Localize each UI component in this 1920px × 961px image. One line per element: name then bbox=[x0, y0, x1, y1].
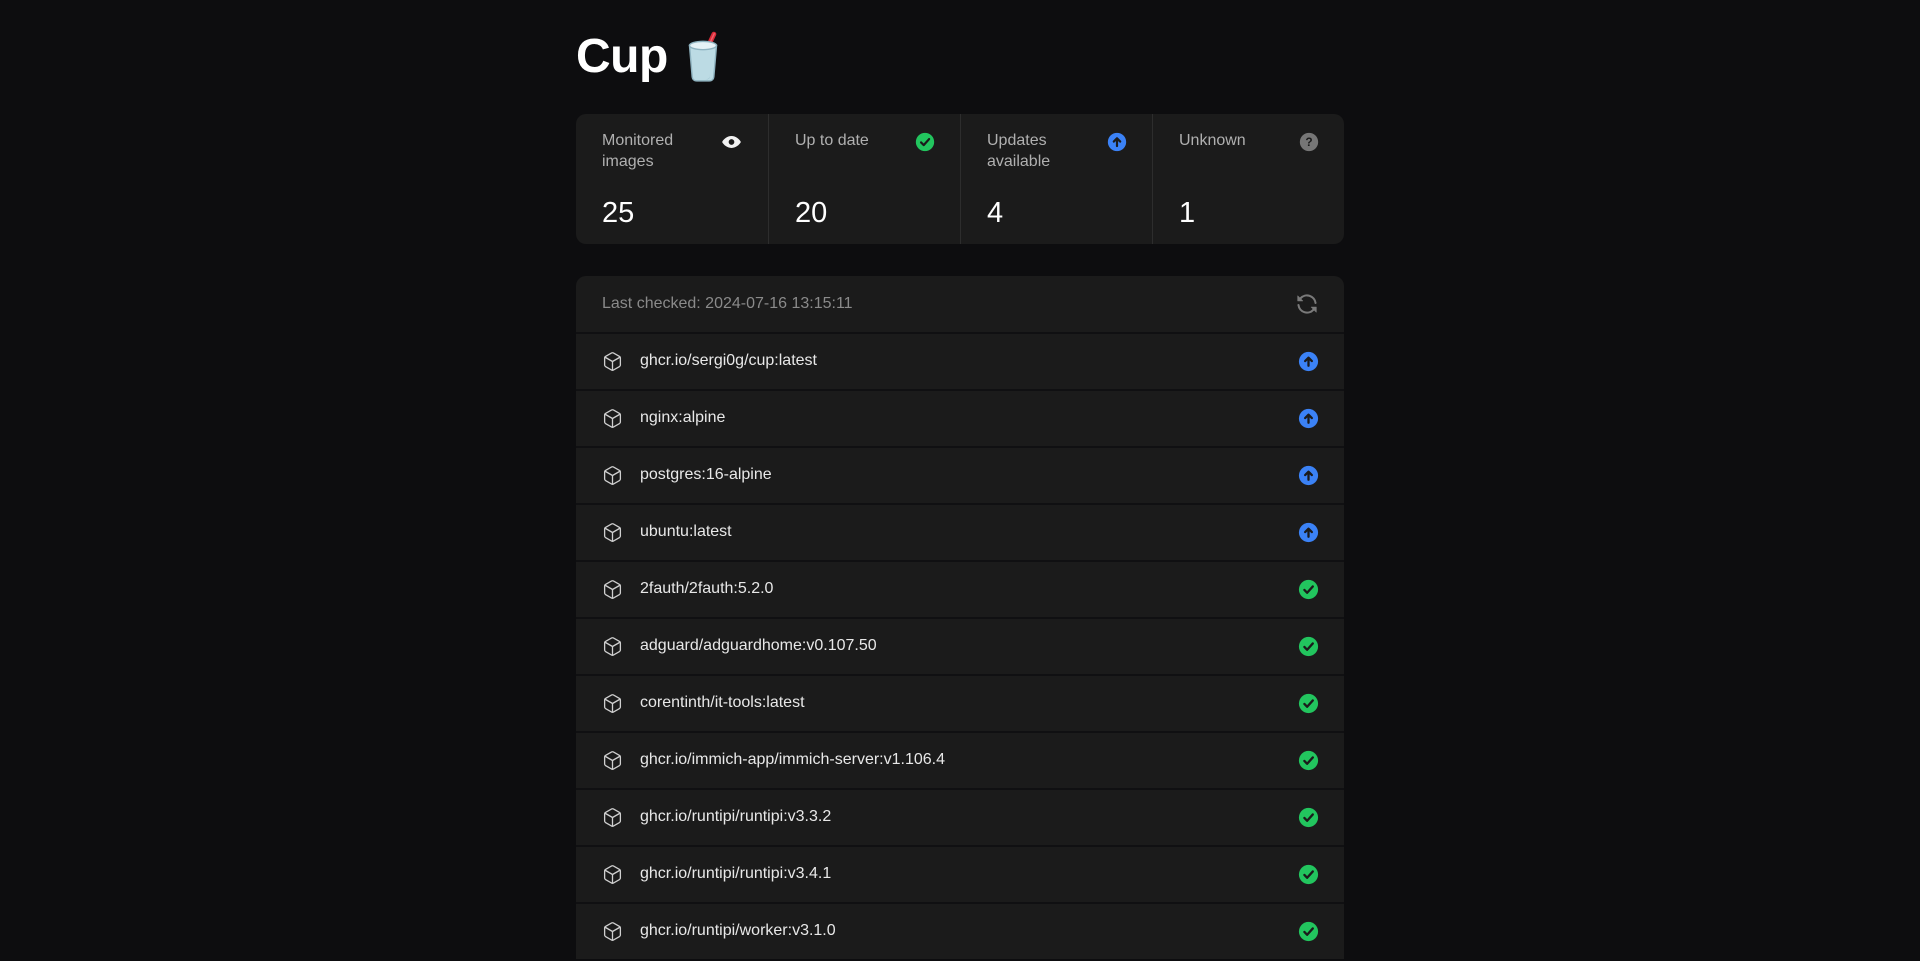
package-icon bbox=[603, 750, 622, 770]
stat-label: Up to date bbox=[795, 131, 869, 149]
image-name: ghcr.io/runtipi/runtipi:v3.4.1 bbox=[640, 865, 832, 883]
image-row[interactable]: ghcr.io/sergi0g/cup:latest bbox=[576, 331, 1344, 389]
status-badge bbox=[1297, 578, 1320, 601]
check-circle-icon bbox=[1298, 693, 1319, 713]
stat-label: Unknown bbox=[1179, 131, 1246, 149]
check-circle-icon bbox=[1298, 579, 1319, 599]
package-icon bbox=[603, 864, 622, 884]
image-name: ghcr.io/immich-app/immich-server:v1.106.… bbox=[640, 751, 945, 769]
image-row[interactable]: ghcr.io/runtipi/worker:v3.1.0 bbox=[576, 901, 1344, 959]
package-icon bbox=[603, 693, 622, 713]
package-icon bbox=[603, 408, 622, 428]
image-row[interactable]: adguard/adguardhome:v0.107.50 bbox=[576, 616, 1344, 674]
svg-text:?: ? bbox=[1305, 135, 1312, 149]
image-name: nginx:alpine bbox=[640, 409, 726, 427]
arrow-up-circle-icon bbox=[1298, 351, 1319, 371]
eye-icon bbox=[722, 135, 741, 148]
package-icon bbox=[603, 807, 622, 827]
package-icon bbox=[603, 579, 622, 599]
question-circle-icon: ? bbox=[1299, 132, 1319, 151]
image-name: ghcr.io/sergi0g/cup:latest bbox=[640, 352, 817, 370]
image-row[interactable]: nginx:alpine bbox=[576, 388, 1344, 446]
page-title: Cup bbox=[576, 28, 1344, 86]
status-badge bbox=[1297, 407, 1320, 430]
check-circle-icon bbox=[1298, 636, 1319, 656]
image-name: 2fauth/2fauth:5.2.0 bbox=[640, 580, 774, 598]
list-header: Last checked: 2024-07-16 13:15:11 bbox=[576, 276, 1344, 332]
stat-unknown: Unknown ? 1 bbox=[1152, 113, 1344, 244]
refresh-icon bbox=[1297, 293, 1317, 314]
status-badge bbox=[1297, 692, 1320, 715]
image-row[interactable]: ubuntu:latest bbox=[576, 502, 1344, 560]
status-badge bbox=[1297, 920, 1320, 943]
image-row[interactable]: ghcr.io/runtipi/runtipi:v3.3.2 bbox=[576, 787, 1344, 845]
stat-value: 25 bbox=[602, 196, 635, 229]
arrow-up-circle-icon bbox=[1298, 408, 1319, 428]
status-badge bbox=[1297, 806, 1320, 829]
arrow-up-circle-icon bbox=[1298, 465, 1319, 485]
image-name: adguard/adguardhome:v0.107.50 bbox=[640, 637, 877, 655]
stat-updates-available: Updates available 4 bbox=[960, 113, 1152, 244]
image-list-card: Last checked: 2024-07-16 13:15:11 ghcr.i… bbox=[576, 275, 1344, 959]
refresh-button[interactable] bbox=[1294, 291, 1320, 317]
package-icon bbox=[603, 351, 622, 371]
check-circle-icon bbox=[1298, 750, 1319, 770]
package-icon bbox=[603, 522, 622, 542]
image-name: ubuntu:latest bbox=[640, 523, 732, 541]
stat-value: 4 bbox=[987, 196, 1004, 229]
arrow-up-circle-icon bbox=[1298, 522, 1319, 542]
image-row[interactable]: ghcr.io/immich-app/immich-server:v1.106.… bbox=[576, 730, 1344, 788]
app-name: Cup bbox=[576, 30, 668, 83]
image-list: ghcr.io/sergi0g/cup:latest nginx:alpine bbox=[576, 331, 1344, 959]
stat-up-to-date: Up to date 20 bbox=[768, 113, 960, 244]
status-badge bbox=[1297, 464, 1320, 487]
status-badge bbox=[1297, 863, 1320, 886]
main-content: Cup Monitored images 25 Up to date bbox=[576, 0, 1344, 959]
stat-label: Monitored images bbox=[602, 131, 674, 170]
image-name: corentinth/it-tools:latest bbox=[640, 694, 805, 712]
image-name: postgres:16-alpine bbox=[640, 466, 772, 484]
package-icon bbox=[603, 465, 622, 485]
stats-card: Monitored images 25 Up to date 20 Update… bbox=[576, 113, 1344, 244]
status-badge bbox=[1297, 635, 1320, 658]
package-icon bbox=[603, 636, 622, 656]
status-badge bbox=[1297, 749, 1320, 772]
stat-value: 1 bbox=[1179, 196, 1196, 229]
check-circle-icon bbox=[1298, 864, 1319, 884]
status-badge bbox=[1297, 350, 1320, 373]
stat-monitored-images: Monitored images 25 bbox=[576, 114, 768, 244]
arrow-up-circle-icon bbox=[1107, 132, 1127, 151]
image-name: ghcr.io/runtipi/worker:v3.1.0 bbox=[640, 922, 836, 940]
image-row[interactable]: corentinth/it-tools:latest bbox=[576, 673, 1344, 731]
image-row[interactable]: postgres:16-alpine bbox=[576, 445, 1344, 503]
check-circle-icon bbox=[915, 132, 935, 151]
check-circle-icon bbox=[1298, 807, 1319, 827]
status-badge bbox=[1297, 521, 1320, 544]
image-name: ghcr.io/runtipi/runtipi:v3.3.2 bbox=[640, 808, 832, 826]
cup-with-straw-icon bbox=[688, 31, 718, 82]
package-icon bbox=[603, 921, 622, 941]
check-circle-icon bbox=[1298, 921, 1319, 941]
last-checked-text: Last checked: 2024-07-16 13:15:11 bbox=[602, 294, 853, 312]
image-row[interactable]: ghcr.io/runtipi/runtipi:v3.4.1 bbox=[576, 844, 1344, 902]
image-row[interactable]: 2fauth/2fauth:5.2.0 bbox=[576, 559, 1344, 617]
stat-value: 20 bbox=[795, 196, 828, 229]
stat-label: Updates available bbox=[987, 131, 1051, 170]
